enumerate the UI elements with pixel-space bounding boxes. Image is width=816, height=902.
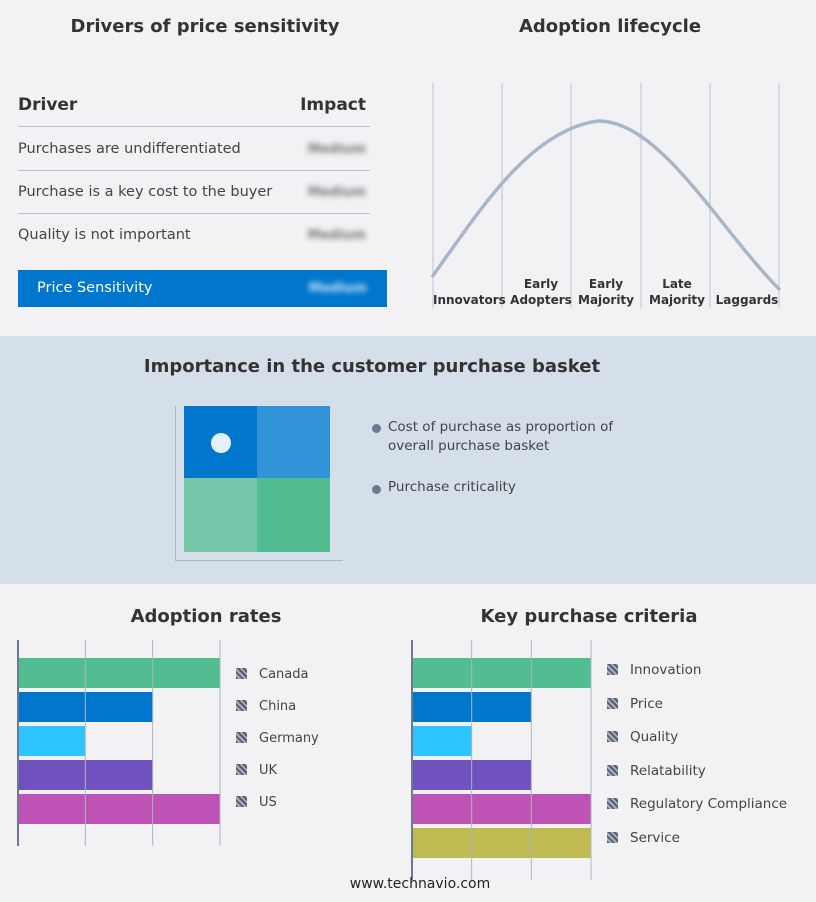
legend-item: Quality [607,729,678,745]
legend-item: Price [607,696,663,712]
stage-label: Laggards [715,293,779,307]
summary-impact: Medium [308,281,367,296]
bullet-icon [372,424,381,433]
driver-label: Purchases are undifferentiated [18,141,241,157]
legend-swatch-icon [607,664,618,675]
legend-swatch-icon [236,700,247,711]
matrix-cell [257,406,330,478]
legend-label: Relatability [630,762,706,779]
legend-label: China [259,699,297,714]
legend-item: US [236,795,277,810]
legend-swatch-icon [607,832,618,843]
stage-label: Early Majority [578,277,634,307]
matrix-cell [257,478,330,552]
adoption-rates-chart [17,640,221,846]
basket-matrix [175,406,343,561]
footer-url: www.technavio.com [349,876,491,892]
bar-us [18,794,220,824]
lifecycle-curve-chart [430,83,782,308]
legend-item: UK [236,763,277,778]
legend-swatch-icon [236,764,247,775]
legend-item: Service [607,830,680,846]
legend-swatch-icon [607,697,618,709]
price-sensitivity-summary: Price Sensitivity Medium [18,270,387,307]
legend-swatch-icon [607,798,618,810]
legend-item: Innovation [607,662,701,678]
bar-innovation [412,658,591,688]
position-marker [211,433,231,453]
basket-title: Importance in the customer purchase bask… [143,356,601,377]
impact-value: Medium [307,228,366,243]
legend-label: Innovation [630,662,702,678]
stage-label: Innovators [433,293,506,307]
legend-swatch-icon [607,764,618,776]
stage-label: Late Majority [649,277,705,307]
lifecycle-title: Adoption lifecycle [518,16,702,37]
purchase-basket-section: Importance in the customer purchase bask… [0,336,816,584]
legend-swatch-icon [236,796,247,807]
legend-label: Service [630,830,680,846]
matrix-cell [184,478,257,552]
legend-swatch-icon [607,731,618,743]
driver-row: Purchase is a key cost to the buyer Mediu… [18,171,370,214]
bar-quality [412,726,472,756]
impact-col-header: Impact [300,95,366,115]
legend-text: Cost of purchase as proportion of overal… [388,419,614,454]
bullet-icon [372,485,381,494]
legend-label: US [259,795,277,810]
legend-text: Purchase criticality [388,479,516,495]
legend-item: Germany [236,731,319,746]
legend-label: Regulatory Compliance [630,796,788,813]
legend-label: Canada [259,667,309,682]
summary-label: Price Sensitivity [37,280,153,296]
driver-col-header: Driver [18,95,78,115]
basket-legend-item: Purchase criticality [372,479,516,495]
legend-item: China [236,699,296,714]
drivers-header: Driver Impact [18,84,370,127]
legend-swatch-icon [236,732,247,743]
legend-item: Regulatory Compliance [607,796,787,812]
bar-service [412,828,591,858]
legend-label: UK [259,763,278,778]
key-criteria-chart [411,640,592,880]
key-criteria-title: Key purchase criteria [480,606,698,627]
bar-regulatory-compliance [412,794,591,824]
legend-item: Canada [236,667,308,682]
impact-value: Medium [307,185,366,200]
stage-label: Early Adopters [510,277,572,307]
legend-label: Germany [259,731,319,746]
basket-legend-item: Cost of purchase as proportion of overal… [372,418,632,456]
legend-item: Relatability [607,763,706,779]
legend-label: Quality [630,729,679,746]
legend-swatch-icon [236,668,247,679]
impact-value: Medium [307,142,366,157]
driver-label: Purchase is a key cost to the buyer [18,184,273,200]
driver-row: Purchases are undifferentiated Medium [18,128,370,171]
driver-label: Quality is not important [18,227,191,243]
drivers-title: Drivers of price sensitivity [70,16,340,37]
adoption-rates-title: Adoption rates [130,606,282,627]
bar-canada [18,658,220,688]
driver-row: Quality is not important Medium [18,214,370,257]
adoption-curve [430,119,782,292]
legend-label: Price [630,695,663,712]
bar-germany [18,726,86,756]
